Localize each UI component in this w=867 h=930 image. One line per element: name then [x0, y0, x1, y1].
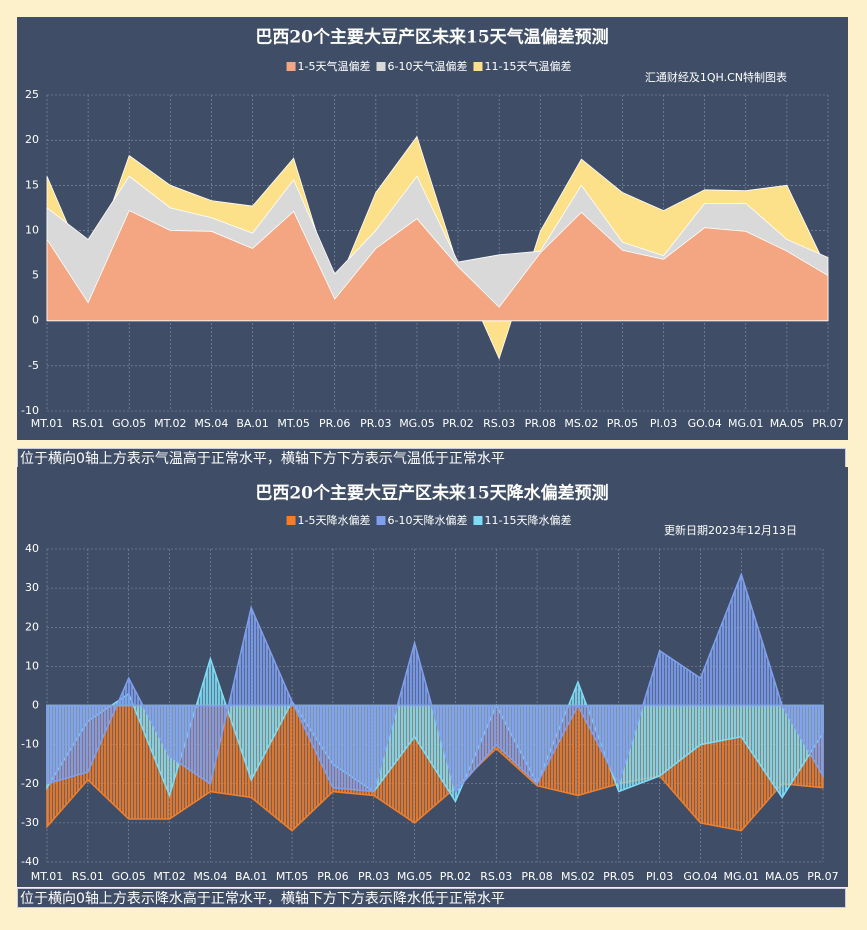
x-tick-label: MG.05 — [399, 417, 435, 430]
x-tick-label: PI.03 — [646, 870, 673, 883]
legend-label: 6-10天降水偏差 — [388, 513, 468, 527]
x-tick-label: MS.02 — [564, 417, 598, 430]
y-tick-label: -40 — [21, 855, 39, 868]
y-tick-label: 30 — [25, 581, 39, 594]
legend-label: 6-10天气温偏差 — [388, 59, 468, 73]
x-tick-label: PR.03 — [360, 417, 391, 430]
x-tick-label: PR.05 — [603, 870, 634, 883]
x-tick-label: MG.05 — [397, 870, 433, 883]
x-tick-label: PR.06 — [317, 870, 348, 883]
chart-title: 巴西20个主要大豆产区未来15天降水偏差预测 — [255, 483, 608, 504]
y-tick-label: 0 — [32, 314, 39, 327]
y-tick-label: 40 — [25, 542, 39, 555]
caption: 位于横向0轴上方表示气温高于正常水平，横轴下方下方表示气温低于正常水平 — [17, 448, 846, 468]
x-tick-label: PR.06 — [319, 417, 350, 430]
x-tick-label: RS.03 — [480, 870, 512, 883]
y-tick-label: 10 — [25, 659, 39, 672]
x-tick-label: MT.05 — [276, 870, 308, 883]
area — [46, 572, 824, 794]
x-tick-label: MA.05 — [765, 870, 799, 883]
legend: 1-5天气温偏差 6-10天气温偏差 11-15天气温偏差 — [286, 59, 571, 73]
legend-swatch — [473, 62, 483, 71]
y-tick-label: 5 — [32, 269, 39, 282]
note: 更新日期2023年12月13日 — [664, 523, 797, 537]
legend-swatch — [473, 516, 483, 525]
y-tick-label: -5 — [28, 359, 39, 372]
x-tick-label: MT.02 — [154, 417, 186, 430]
x-tick-label: PR.07 — [812, 417, 843, 430]
x-tick-label: MG.01 — [724, 870, 760, 883]
y-tick-label: 20 — [25, 620, 39, 633]
y-tick-label: -10 — [21, 738, 39, 751]
y-tick-label: -30 — [21, 816, 39, 829]
legend: 1-5天降水偏差 6-10天降水偏差 11-15天降水偏差 — [286, 513, 571, 527]
x-tick-label: MT.02 — [153, 870, 185, 883]
x-tick-label: PR.02 — [442, 417, 473, 430]
x-tick-label: BA.01 — [236, 417, 268, 430]
chart-title: 巴西20个主要大豆产区未来15天气温偏差预测 — [255, 27, 608, 48]
y-tick-label: 20 — [25, 133, 39, 146]
x-tick-label: MS.04 — [193, 870, 227, 883]
x-tick-label: MT.01 — [31, 870, 63, 883]
x-tick-label: MG.01 — [728, 417, 764, 430]
x-tick-label: RS.03 — [483, 417, 515, 430]
legend-swatch — [376, 62, 386, 71]
y-tick-label: -10 — [21, 404, 39, 417]
x-tick-label: RS.01 — [72, 870, 104, 883]
x-tick-label: MT.01 — [31, 417, 63, 430]
x-tick-label: PR.05 — [607, 417, 638, 430]
legend-label: 11-15天降水偏差 — [484, 513, 571, 527]
legend-swatch — [286, 62, 296, 71]
x-tick-label: GO.05 — [112, 417, 146, 430]
x-tick-label: PR.08 — [525, 417, 556, 430]
y-tick-label: 0 — [32, 699, 39, 712]
legend-swatch — [376, 516, 386, 525]
y-tick-label: 25 — [25, 88, 39, 101]
legend-label: 11-15天气温偏差 — [484, 59, 571, 73]
x-tick-label: BA.01 — [235, 870, 267, 883]
legend-label: 1-5天气温偏差 — [298, 59, 371, 73]
x-tick-label: GO.04 — [683, 870, 717, 883]
x-tick-label: GO.04 — [688, 417, 722, 430]
x-tick-label: MS.04 — [194, 417, 228, 430]
area — [46, 210, 829, 322]
x-tick-label: PR.07 — [807, 870, 838, 883]
legend-label: 1-5天降水偏差 — [298, 513, 371, 527]
legend-swatch — [286, 516, 296, 525]
x-tick-label: PR.02 — [440, 870, 471, 883]
x-tick-label: PR.08 — [521, 870, 552, 883]
x-tick-label: PI.03 — [650, 417, 677, 430]
x-tick-label: MA.05 — [770, 417, 804, 430]
caption: 位于横向0轴上方表示降水高于正常水平，横轴下方下方表示降水低于正常水平 — [17, 888, 846, 908]
area — [46, 656, 824, 803]
x-tick-label: GO.05 — [112, 870, 146, 883]
y-tick-label: -20 — [21, 777, 39, 790]
y-tick-label: 10 — [25, 223, 39, 236]
x-tick-label: MT.05 — [277, 417, 309, 430]
x-tick-label: PR.03 — [358, 870, 389, 883]
note: 汇通财经及1QH.CN特制图表 — [645, 70, 787, 84]
x-tick-label: MS.02 — [561, 870, 595, 883]
x-tick-label: RS.01 — [72, 417, 104, 430]
y-tick-label: 15 — [25, 178, 39, 191]
